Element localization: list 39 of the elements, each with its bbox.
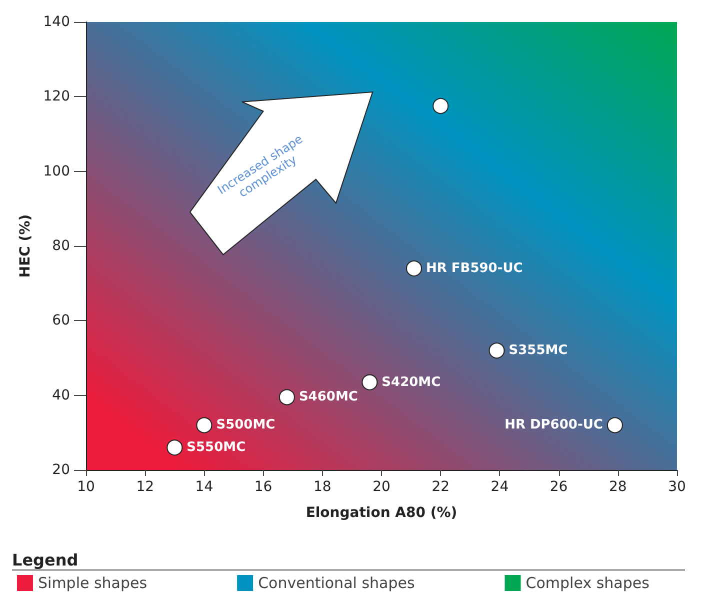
x-tick-label: 24	[490, 479, 509, 495]
x-tick-label: 16	[254, 479, 272, 495]
x-tick-label: 28	[608, 479, 627, 495]
y-tick-label: 120	[43, 88, 70, 105]
point	[606, 417, 623, 434]
x-axis-title: Elongation A80 (%)	[306, 505, 458, 521]
x-tick-label: 14	[195, 479, 214, 495]
annotation: S550MC	[186, 440, 246, 456]
point	[278, 389, 295, 406]
legend-label: Complex shapes	[526, 574, 650, 592]
point	[362, 374, 378, 390]
annotation: S500MC	[216, 418, 276, 433]
annotation: S420MC	[382, 374, 441, 390]
x-tick-label: 26	[550, 479, 568, 495]
annotation: HR FB590-UC	[426, 260, 523, 276]
x-tick-label: 12	[136, 479, 154, 495]
point	[488, 342, 505, 359]
point	[166, 440, 183, 456]
annotation: HR DP600-UC	[504, 418, 603, 433]
y-tick-label: 40	[52, 387, 70, 404]
x-tick-label: 20	[372, 479, 390, 495]
point	[432, 98, 449, 114]
x-tick-label: 10	[77, 479, 95, 495]
point	[406, 260, 422, 276]
point	[196, 417, 212, 434]
y-tick-label: 20	[52, 462, 70, 478]
legend-label: Conventional shapes	[258, 574, 415, 592]
x-tick-label: 18	[313, 479, 332, 495]
x-tick-label: 22	[432, 479, 450, 495]
y-axis-title: HEC (%)	[17, 214, 34, 278]
y-tick-label: 140	[43, 14, 70, 30]
x-tick-label: 30	[668, 479, 686, 495]
annotation: S355MC	[508, 343, 568, 358]
y-tick-label: 80	[52, 238, 70, 254]
y-tick-label: 100	[43, 163, 70, 180]
y-tick-label: 60	[52, 312, 70, 329]
legend-title: Legend	[12, 550, 78, 570]
annotation: S460MC	[298, 390, 358, 405]
legend-label: Simple shapes	[38, 574, 148, 592]
